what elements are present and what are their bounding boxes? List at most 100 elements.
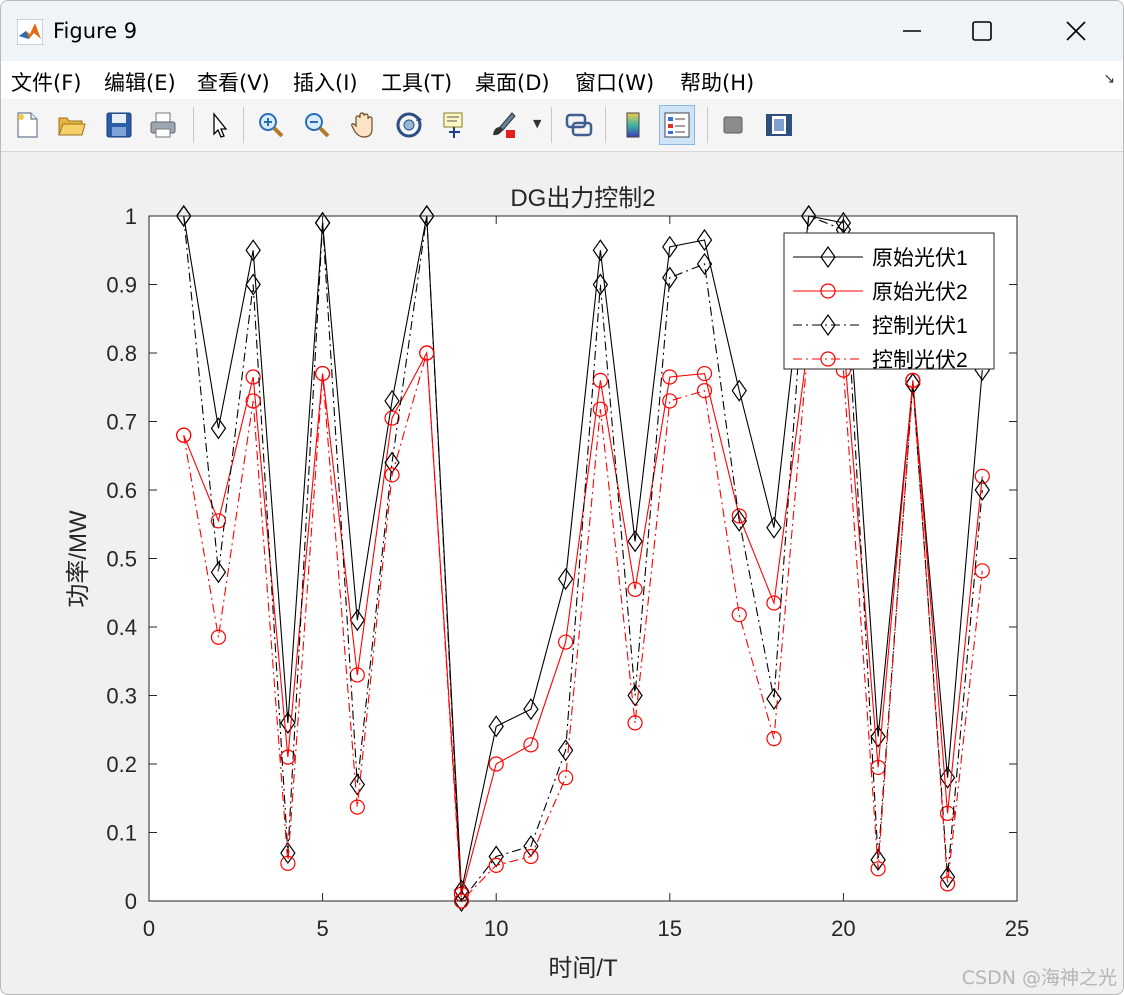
data-point: [210, 629, 227, 645]
data-point: [731, 509, 747, 532]
print-button[interactable]: [145, 105, 181, 145]
series-line: [183, 215, 983, 903]
legend[interactable]: 原始光伏1 原始光伏2 控制光伏1 控制光伏2: [783, 232, 995, 372]
series-line: [183, 338, 983, 903]
data-point: [974, 468, 990, 484]
x-tick-label: 20: [831, 916, 855, 941]
legend-marker: [820, 313, 836, 337]
data-cursor-button[interactable]: [437, 105, 473, 145]
data-point: [523, 848, 539, 865]
y-tick-label: 0.4: [106, 615, 137, 640]
new-figure-icon: [17, 112, 38, 138]
maximize-button[interactable]: [959, 9, 1005, 53]
data-point: [349, 773, 366, 796]
menu-insert[interactable]: 插入(I): [293, 71, 358, 95]
menu-file[interactable]: 文件(F): [11, 71, 82, 95]
legend-marker: [820, 351, 836, 367]
data-point: [210, 561, 227, 584]
data-point: [800, 204, 817, 228]
hide-plot-tools-button[interactable]: [715, 105, 751, 145]
data-point: [488, 857, 504, 873]
data-point: [523, 698, 539, 721]
save-icon: [106, 112, 132, 138]
new-figure-button[interactable]: [9, 105, 45, 145]
link-plot-button[interactable]: [561, 105, 597, 145]
data-point: [384, 467, 400, 483]
toolbar-separator: [551, 107, 552, 143]
title-bar: Figure 9: [1, 1, 1123, 61]
data-point: [870, 848, 886, 871]
menu-view[interactable]: 查看(V): [197, 71, 270, 95]
data-point: [557, 568, 574, 591]
rotate-3d-button[interactable]: [391, 105, 427, 145]
menu-window[interactable]: 窗口(W): [575, 71, 655, 95]
data-point: [419, 345, 435, 361]
data-point: [627, 715, 643, 731]
menu-edit[interactable]: 编辑(E): [104, 71, 176, 95]
data-point: [696, 228, 713, 252]
y-tick-label: 0.5: [106, 547, 137, 572]
series-4: [176, 331, 990, 909]
brush-dropdown-icon[interactable]: ▼: [533, 117, 542, 130]
save-button[interactable]: [101, 105, 137, 145]
data-point: [419, 204, 435, 228]
data-point: [384, 451, 400, 474]
data-point: [696, 383, 713, 399]
data-point: [939, 865, 956, 889]
menu-desktop[interactable]: 桌面(D): [475, 71, 550, 95]
colorbar-button[interactable]: [615, 105, 651, 145]
legend-entry: 控制光伏2: [872, 349, 968, 372]
data-point: [731, 607, 747, 623]
data-point: [349, 609, 366, 632]
data-point: [314, 211, 331, 234]
watermark: CSDN @海神之光: [961, 967, 1117, 989]
legend-button[interactable]: [659, 105, 695, 145]
link-plot-icon: [565, 113, 593, 137]
window-title: Figure 9: [53, 19, 138, 43]
menu-help[interactable]: 帮助(H): [680, 71, 755, 95]
close-icon: [1066, 21, 1086, 41]
data-point: [245, 393, 261, 409]
open-file-button[interactable]: [53, 105, 89, 145]
maximize-icon: [972, 21, 992, 41]
data-point: [488, 845, 504, 868]
pan-button[interactable]: [345, 105, 381, 145]
x-tick-label: 0: [143, 916, 155, 941]
data-point: [558, 770, 574, 786]
print-icon: [150, 112, 176, 138]
hide-plot-tools-icon: [723, 116, 743, 134]
brush-button[interactable]: [485, 105, 521, 145]
close-button[interactable]: [1053, 9, 1099, 53]
data-point: [696, 252, 713, 275]
data-point: [696, 365, 713, 382]
y-tick-label: 1: [125, 204, 137, 229]
data-point: [245, 239, 261, 262]
toolbar-separator: [605, 107, 606, 143]
data-point: [939, 876, 956, 892]
data-point: [766, 731, 782, 747]
y-tick-label: 0.9: [106, 273, 137, 298]
menu-bar: [1, 61, 1123, 99]
minimize-button[interactable]: [889, 9, 935, 53]
zoom-out-button[interactable]: [299, 105, 335, 145]
y-axis-label: 功率/MW: [65, 510, 92, 608]
show-plot-tools-button[interactable]: [761, 105, 797, 145]
zoom-in-button[interactable]: [253, 105, 289, 145]
data-point: [280, 855, 296, 871]
data-point: [627, 684, 643, 707]
x-tick-label: 10: [484, 916, 508, 941]
pan-hand-icon: [351, 112, 373, 138]
menu-tools[interactable]: 工具(T): [381, 71, 453, 95]
legend-entry: 控制光伏1: [872, 315, 968, 338]
zoom-in-icon: [259, 113, 284, 138]
y-tick-label: 0.3: [106, 684, 137, 709]
dock-arrow-icon[interactable]: ↘: [1103, 71, 1115, 87]
data-point: [523, 737, 539, 753]
toolbar-separator: [243, 107, 244, 143]
data-point: [974, 478, 991, 502]
select-button[interactable]: [201, 105, 237, 145]
legend-box: [783, 232, 995, 370]
series-3: [175, 204, 991, 913]
colorbar-icon: [626, 112, 640, 138]
data-point: [210, 513, 227, 529]
